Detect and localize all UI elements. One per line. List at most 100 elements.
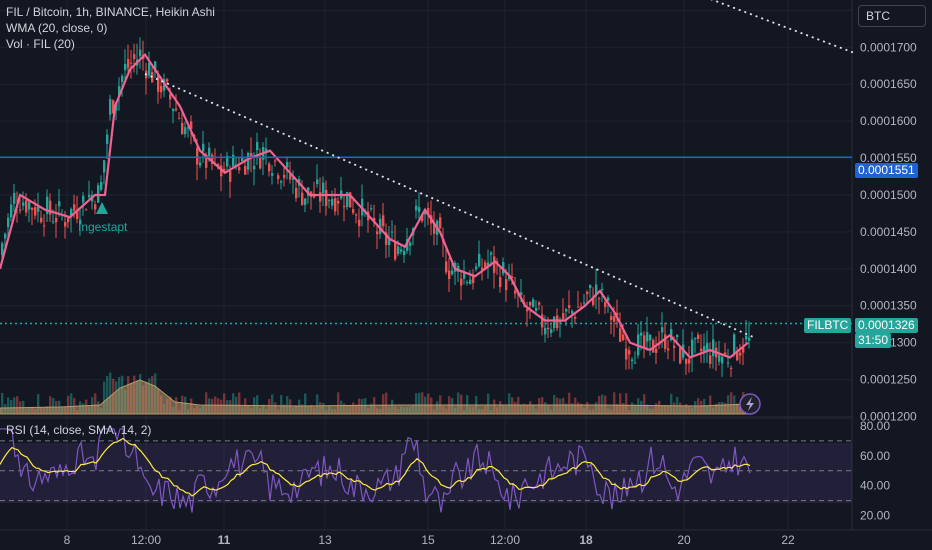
candle-body	[583, 302, 586, 304]
candle-body	[460, 278, 463, 286]
price-axis-label: 0.0001450	[860, 225, 917, 239]
volume-ma-area	[0, 379, 749, 415]
candle-body	[625, 348, 628, 360]
candle-body	[118, 86, 121, 96]
candle-body	[79, 219, 82, 225]
candle-body	[343, 206, 346, 208]
volume-bar	[619, 393, 622, 414]
candle-body	[292, 177, 295, 180]
candle-body	[427, 208, 430, 215]
volume-bar	[1, 392, 4, 414]
candle-body	[403, 250, 406, 256]
volume-bar	[70, 393, 73, 414]
volume-bar	[613, 392, 616, 414]
candle-body	[556, 315, 559, 329]
volume-bar	[271, 394, 274, 414]
candle-body	[223, 168, 226, 173]
volume-bar	[553, 394, 556, 414]
volume-bar	[109, 372, 112, 414]
wma-legend[interactable]: WMA (20, close, 0)	[6, 21, 108, 35]
candle-body	[46, 196, 49, 214]
candle-body	[688, 359, 691, 364]
price-axis-label: 0.0001350	[860, 299, 917, 313]
volume-bar	[10, 399, 13, 414]
candle-body	[232, 154, 235, 167]
candle-body	[166, 79, 169, 82]
candle-body	[499, 277, 502, 288]
candle-body	[328, 200, 331, 202]
candle-body	[514, 290, 517, 294]
candle-body	[613, 316, 616, 322]
candle-body	[409, 242, 412, 246]
candle-body	[64, 222, 67, 227]
candle-body	[661, 327, 664, 333]
time-axis-label: 12:00	[490, 533, 520, 547]
candle-body	[181, 122, 184, 135]
candle-body	[568, 305, 571, 308]
candle-body	[679, 347, 682, 364]
candle-body	[352, 209, 355, 213]
volume-bar	[223, 393, 226, 414]
candle-body	[727, 362, 730, 364]
currency-button[interactable]: BTC	[858, 5, 926, 27]
candle-body	[652, 339, 655, 353]
candle-body	[553, 316, 556, 329]
volume-bar	[508, 393, 511, 414]
candle-body	[622, 334, 625, 341]
price-axis-label: 0.0001700	[860, 40, 917, 54]
candle-body	[31, 208, 34, 210]
candle-body	[211, 154, 214, 164]
candle-body	[37, 205, 40, 212]
rsi-legend[interactable]: RSI (14, close, SMA, 14, 2)	[6, 423, 152, 437]
hline-price-tag: 0.0001551	[855, 163, 918, 178]
candle-body	[742, 347, 745, 353]
annotation-text: Ingestapt	[78, 220, 128, 234]
candle-body	[349, 192, 352, 208]
candle-body	[445, 261, 448, 273]
candle-body	[538, 302, 541, 305]
volume-bar	[94, 393, 97, 414]
volume-bar	[238, 392, 241, 414]
candle-body	[574, 317, 577, 319]
candle-body	[58, 201, 61, 207]
candle-body	[604, 302, 607, 308]
volume-bar	[52, 398, 55, 414]
volume-bar	[601, 394, 604, 414]
volume-bar	[304, 393, 307, 414]
candle-body	[139, 49, 142, 57]
candle-body	[199, 162, 202, 166]
volume-legend[interactable]: Vol · FIL (20)	[6, 37, 75, 51]
volume-bar	[280, 395, 283, 414]
volume-bar	[337, 392, 340, 414]
rsi-signal-line	[0, 437, 751, 497]
volume-bar	[730, 392, 733, 414]
candle-body	[685, 358, 688, 364]
candle-body	[52, 221, 55, 223]
candle-body	[475, 266, 478, 270]
candle-body	[319, 192, 322, 202]
candle-body	[748, 337, 751, 341]
symbol-legend[interactable]: FIL / Bitcoin, 1h, BINANCE, Heikin Ashi	[6, 5, 215, 19]
volume-bar	[256, 395, 259, 414]
candle-body	[544, 327, 547, 335]
candle-body	[739, 352, 742, 356]
candle-body	[703, 346, 706, 353]
candle-body	[82, 195, 85, 203]
candle-body	[208, 147, 211, 157]
candle-body	[502, 262, 505, 274]
candle-body	[640, 332, 643, 336]
candle-body	[559, 321, 562, 323]
candle-body	[649, 334, 652, 341]
candle-body	[670, 328, 673, 341]
candle-body	[277, 175, 280, 179]
candle-body	[421, 214, 424, 222]
candle-body	[598, 298, 601, 300]
candle-body	[511, 276, 514, 279]
candle-body	[301, 192, 304, 205]
annotation-arrow	[96, 202, 108, 214]
candle-body	[238, 167, 241, 171]
price-axis-label: 0.0001600	[860, 114, 917, 128]
candle-body	[697, 334, 700, 340]
